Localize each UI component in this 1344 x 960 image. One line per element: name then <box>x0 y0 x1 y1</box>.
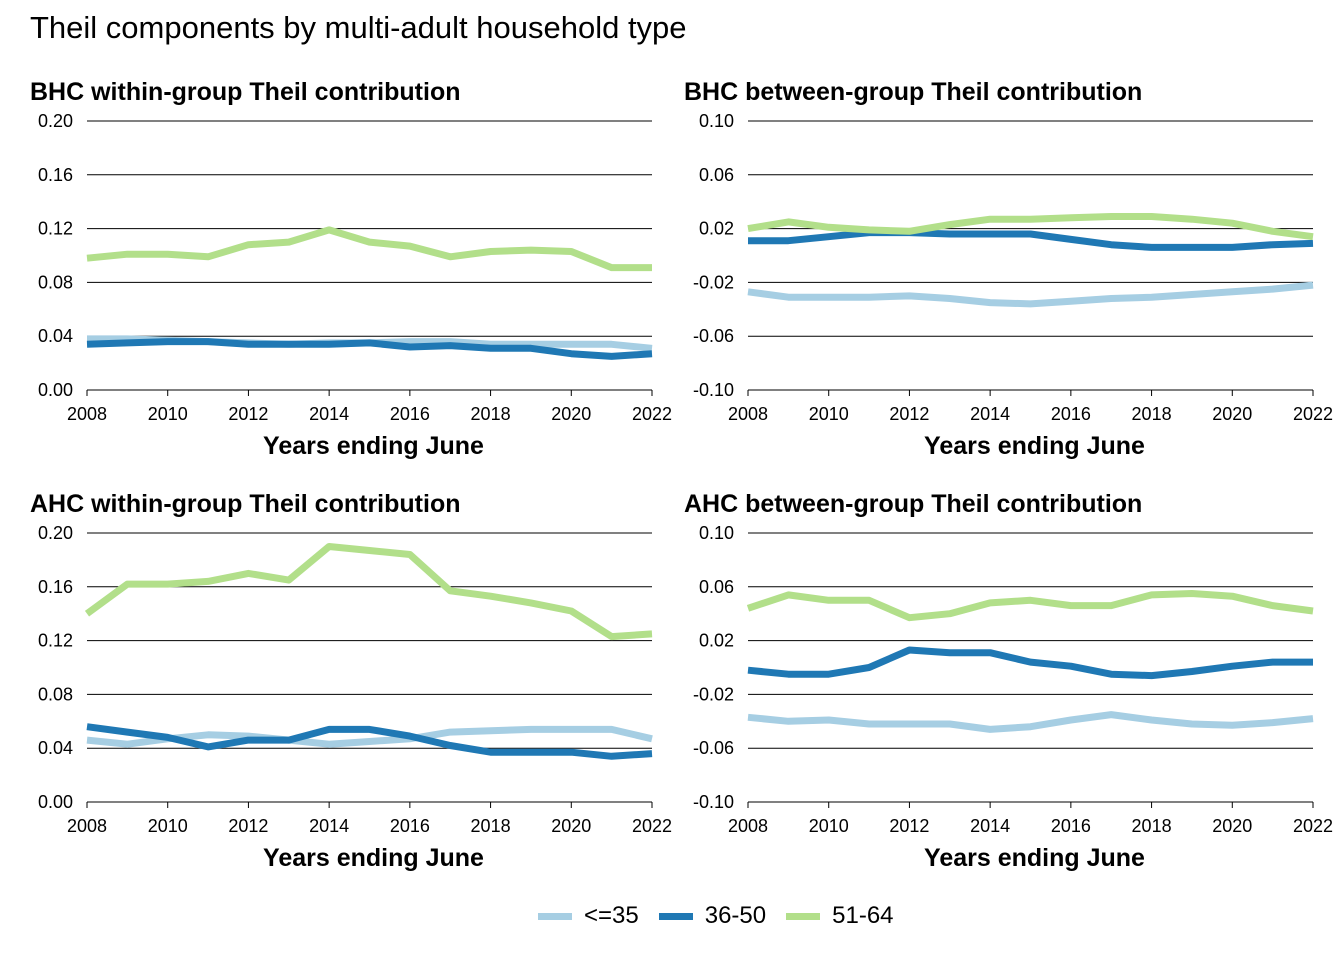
x-tick-label: 2008 <box>728 816 768 836</box>
series-line-36-50 <box>86 338 653 360</box>
legend-swatch-le35 <box>538 912 572 920</box>
x-tick-label: 2020 <box>1212 816 1252 836</box>
legend-item-51-64: 51-64 <box>786 902 894 930</box>
x-tick-label: 2012 <box>228 816 268 836</box>
x-tick-label: 2010 <box>148 816 188 836</box>
panel-title: AHC within-group Theil contribution <box>30 490 460 518</box>
x-tick-label: 2018 <box>471 404 511 424</box>
legend-label-51-64: 51-64 <box>832 902 894 929</box>
x-tick-label: 2016 <box>1051 816 1091 836</box>
x-tick-label: 2018 <box>471 816 511 836</box>
series-line-le35 <box>747 711 1314 733</box>
legend-label-36-50: 36-50 <box>704 902 767 929</box>
y-tick-label: 0.20 <box>38 111 73 131</box>
y-tick-label: 0.08 <box>38 272 73 292</box>
y-tick-label: 0.02 <box>699 631 734 651</box>
chart-panels: BHC within-group Theil contribution 0.00 0… <box>30 78 1333 872</box>
series-line-36-50 <box>748 229 1314 251</box>
panel-title: BHC between-group Theil contribution <box>684 78 1142 106</box>
legend-label-le35: <=35 <box>584 902 639 929</box>
x-tick-label: 2014 <box>309 404 349 424</box>
x-tick-label: 2010 <box>148 404 188 424</box>
series-line-51-64 <box>84 543 653 641</box>
x-tick-label: 2016 <box>1051 404 1091 424</box>
x-tick-label: 2022 <box>632 816 672 836</box>
y-tick-label: 0.02 <box>699 219 734 239</box>
chart-panel-4: AHC between-group Theil contribution -0.1… <box>684 490 1333 872</box>
series-line-51-64 <box>86 226 652 272</box>
x-tick-label: 2020 <box>551 816 591 836</box>
y-tick-label: 0.04 <box>38 326 73 346</box>
x-tick-label: 2010 <box>809 404 849 424</box>
x-axis-label: Years ending June <box>263 844 484 872</box>
y-tick-label: 0.10 <box>699 111 734 131</box>
y-tick-label: 0.00 <box>38 792 73 812</box>
y-tick-label: 0.10 <box>699 523 734 543</box>
panel-title: AHC between-group Theil contribution <box>684 490 1142 518</box>
legend-item-le35: <=35 <box>538 902 639 930</box>
x-tick-label: 2012 <box>889 816 929 836</box>
legend-item-36-50: 36-50 <box>658 902 767 930</box>
x-tick-label: 2008 <box>67 404 107 424</box>
y-tick-label: -0.10 <box>693 380 734 400</box>
series-line-le35 <box>747 281 1314 308</box>
x-tick-label: 2022 <box>1293 816 1333 836</box>
x-tick-label: 2012 <box>228 404 268 424</box>
y-tick-label: 0.20 <box>38 523 73 543</box>
x-tick-label: 2014 <box>970 404 1010 424</box>
y-tick-label: -0.06 <box>693 738 734 758</box>
y-tick-label: 0.08 <box>38 684 73 704</box>
legend-swatch-36-50 <box>658 912 693 920</box>
x-tick-label: 2018 <box>1132 404 1172 424</box>
x-tick-label: 2014 <box>309 816 349 836</box>
y-tick-label: 0.16 <box>38 165 73 185</box>
x-tick-label: 2020 <box>551 404 591 424</box>
chart-main-title: Theil components by multi-adult househol… <box>30 10 687 45</box>
panel-title: BHC within-group Theil contribution <box>30 78 460 106</box>
y-tick-label: -0.02 <box>693 272 734 292</box>
y-tick-label: -0.06 <box>693 326 734 346</box>
y-tick-label: 0.06 <box>699 165 734 185</box>
x-tick-label: 2010 <box>809 816 849 836</box>
x-axis-label: Years ending June <box>924 844 1145 872</box>
y-tick-label: 0.12 <box>38 219 73 239</box>
chart-panel-2: BHC between-group Theil contribution -0.1… <box>684 78 1333 460</box>
x-tick-label: 2022 <box>1293 404 1333 424</box>
chart-panel-1: BHC within-group Theil contribution 0.00 0… <box>30 78 672 460</box>
x-tick-label: 2020 <box>1212 404 1252 424</box>
y-tick-label: 0.16 <box>38 577 73 597</box>
x-tick-label: 2018 <box>1132 816 1172 836</box>
legend: <=35 36-50 51-64 <box>0 896 1344 936</box>
x-tick-label: 2014 <box>970 816 1010 836</box>
x-axis-label: Years ending June <box>263 432 484 460</box>
legend-swatch-51-64 <box>786 912 821 920</box>
x-tick-label: 2008 <box>728 404 768 424</box>
series-line-51-64 <box>747 213 1314 241</box>
x-tick-label: 2008 <box>67 816 107 836</box>
y-tick-label: 0.00 <box>38 380 73 400</box>
x-tick-label: 2022 <box>632 404 672 424</box>
y-tick-label: 0.06 <box>699 577 734 597</box>
x-tick-label: 2016 <box>390 816 430 836</box>
x-axis-label: Years ending June <box>924 432 1145 460</box>
series-line-36-50 <box>747 646 1313 680</box>
y-tick-label: 0.12 <box>38 631 73 651</box>
y-tick-label: 0.04 <box>38 738 73 758</box>
x-tick-label: 2012 <box>889 404 929 424</box>
y-tick-label: -0.10 <box>693 792 734 812</box>
y-tick-label: -0.02 <box>693 684 734 704</box>
series-line-36-50 <box>86 723 653 760</box>
x-tick-label: 2016 <box>390 404 430 424</box>
chart-panel-3: AHC within-group Theil contribution 0.00 0… <box>30 490 672 872</box>
series-line-51-64 <box>746 590 1314 622</box>
